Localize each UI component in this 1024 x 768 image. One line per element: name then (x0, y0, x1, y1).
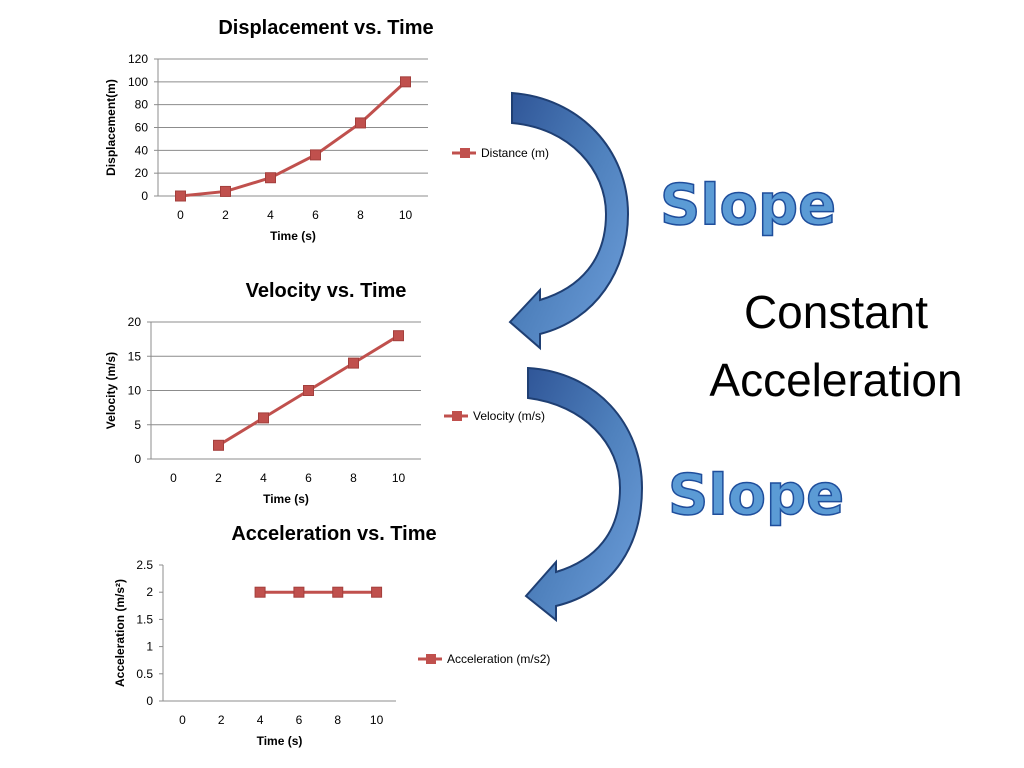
acceleration-chart: Acceleration vs. Time 0 0.5 1 1.5 2 2.5 0 2 4 6 8 10… (113, 523, 550, 748)
data-point (254, 586, 266, 598)
x-tick-label: 8 (334, 713, 341, 727)
y-tick-label: 60 (135, 121, 149, 135)
constant-label-line2: Acceleration (709, 354, 962, 406)
data-point (175, 190, 186, 202)
series-line (180, 80, 407, 198)
y-axis-label: Displacement(m) (104, 79, 118, 176)
data-point (310, 149, 321, 161)
slope-label-top: Slope (660, 173, 836, 238)
curved-arrow-bottom (524, 366, 644, 623)
x-tick-label: 2 (222, 208, 229, 222)
legend-marker (460, 148, 470, 158)
chart-title: Displacement vs. Time (218, 17, 433, 39)
x-tick-label: 4 (257, 713, 264, 727)
constant-label-line1: Constant (744, 286, 928, 338)
y-tick-label: 80 (135, 98, 149, 112)
y-tick-label: 0.5 (136, 667, 153, 681)
data-point (348, 357, 359, 369)
x-tick-label: 10 (370, 713, 384, 727)
y-tick-label: 120 (128, 52, 148, 66)
y-tick-label: 2.5 (136, 558, 153, 572)
y-tick-label: 1 (146, 640, 153, 654)
y-tick-label: 0 (146, 694, 153, 708)
y-tick-label: 10 (128, 384, 142, 398)
y-tick-label: 15 (128, 349, 142, 363)
slope-label-bottom: Slope (668, 463, 844, 528)
data-point (393, 330, 404, 342)
x-tick-label: 0 (177, 208, 184, 222)
data-point (332, 586, 344, 598)
x-tick-label: 8 (357, 208, 364, 222)
y-axis-label: Velocity (m/s) (104, 352, 118, 429)
y-axis-label: Acceleration (m/s²) (113, 579, 127, 687)
y-tick-label: 1.5 (136, 612, 153, 626)
x-axis-label: Time (s) (270, 229, 316, 243)
x-tick-label: 2 (215, 471, 222, 485)
x-tick-label: 6 (312, 208, 319, 222)
legend-marker (426, 654, 436, 664)
x-tick-label: 4 (260, 471, 267, 485)
data-point (213, 439, 224, 451)
y-tick-label: 20 (128, 315, 142, 329)
data-point (220, 185, 231, 197)
data-point (371, 586, 383, 598)
data-point (355, 117, 366, 129)
legend-label: Velocity (m/s) (473, 409, 545, 423)
y-tick-label: 5 (134, 418, 141, 432)
x-tick-label: 0 (170, 471, 177, 485)
x-tick-label: 6 (296, 713, 303, 727)
curved-arrow-top (508, 91, 630, 351)
x-axis-label: Time (s) (257, 734, 303, 748)
x-axis-label: Time (s) (263, 492, 309, 506)
velocity-chart: Velocity vs. Time 0 5 10 15 20 0 2 4 6 8 10 Time (s)… (104, 280, 545, 506)
y-tick-label: 20 (135, 166, 149, 180)
y-tick-label: 0 (134, 452, 141, 466)
y-tick-label: 0 (141, 189, 148, 203)
legend-label: Acceleration (m/s2) (447, 652, 550, 666)
x-tick-label: 4 (267, 208, 274, 222)
x-tick-label: 8 (350, 471, 357, 485)
x-tick-label: 10 (399, 208, 413, 222)
data-point (293, 586, 305, 598)
displacement-chart: Displacement vs. Time 0 20 40 60 80 100 120 0 2 4 6… (104, 17, 549, 243)
data-point (303, 385, 314, 396)
x-tick-label: 0 (179, 713, 186, 727)
y-tick-label: 40 (135, 143, 149, 157)
legend-marker (452, 411, 462, 421)
data-point (258, 412, 269, 424)
data-point (265, 172, 276, 184)
x-tick-label: 10 (392, 471, 406, 485)
y-tick-label: 100 (128, 75, 148, 89)
data-point (400, 76, 411, 88)
chart-title: Velocity vs. Time (246, 280, 407, 302)
x-tick-label: 2 (218, 713, 225, 727)
legend-label: Distance (m) (481, 146, 549, 160)
chart-title: Acceleration vs. Time (231, 523, 436, 545)
y-tick-label: 2 (146, 585, 153, 599)
x-tick-label: 6 (305, 471, 312, 485)
